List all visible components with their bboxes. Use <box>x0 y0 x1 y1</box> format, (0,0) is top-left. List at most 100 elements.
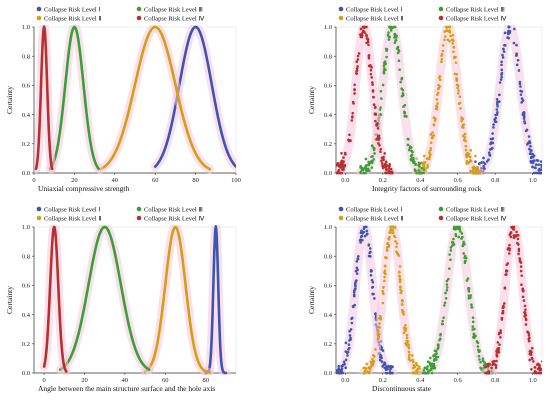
data-point <box>379 150 382 154</box>
y-tick-label: 0.2 <box>22 141 30 148</box>
data-point <box>382 67 386 70</box>
data-point <box>398 265 402 268</box>
data-point <box>370 159 373 163</box>
data-point <box>419 171 423 175</box>
data-point <box>449 258 452 262</box>
y-tick-label: 1.0 <box>22 24 30 31</box>
data-point <box>443 30 447 33</box>
data-point <box>512 41 516 45</box>
data-point <box>356 54 360 58</box>
y-axis-label: Certainty <box>307 86 316 114</box>
series-curve <box>99 25 212 171</box>
x-tick-label: 60 <box>162 377 169 384</box>
data-point <box>501 53 504 57</box>
data-point <box>524 308 527 311</box>
data-point <box>367 56 371 60</box>
data-point <box>384 162 387 166</box>
y-axis-label: Certainty <box>5 86 14 114</box>
data-point <box>337 364 341 368</box>
data-point <box>507 36 511 40</box>
data-point <box>452 242 455 245</box>
data-point <box>520 101 523 104</box>
chart-panel-1: Collapse Risk Level Ⅰ Collapse Risk Level… <box>5 6 241 193</box>
data-point <box>385 256 388 260</box>
data-point <box>449 249 453 252</box>
data-point <box>363 369 367 373</box>
data-point <box>371 353 375 357</box>
y-tick-label: 1.0 <box>324 224 332 231</box>
legend-label: Collapse Risk Level Ⅱ <box>346 15 404 22</box>
data-point <box>426 365 429 368</box>
data-point <box>364 171 367 175</box>
data-point <box>351 304 355 308</box>
x-tick-label: 0.8 <box>491 377 499 384</box>
data-point <box>429 133 433 136</box>
data-point <box>519 85 522 88</box>
data-point <box>517 249 521 253</box>
data-point <box>528 358 531 362</box>
data-point <box>519 265 523 268</box>
data-point <box>539 163 542 167</box>
series-3 <box>45 25 104 174</box>
data-point <box>476 166 479 169</box>
data-point <box>356 255 360 258</box>
data-point <box>404 327 408 330</box>
data-point <box>518 80 522 84</box>
plot-series <box>34 25 236 174</box>
data-point <box>370 166 374 169</box>
series-1 <box>201 225 231 375</box>
data-point <box>356 257 360 261</box>
legend-label: Collapse Risk Level Ⅲ <box>446 6 505 13</box>
data-point <box>376 137 379 140</box>
data-point <box>477 354 481 358</box>
x-tick-label: 40 <box>112 177 119 184</box>
data-point <box>448 267 451 270</box>
data-point <box>523 304 527 308</box>
data-point <box>387 171 391 175</box>
data-point <box>336 369 340 373</box>
data-point <box>490 366 493 370</box>
series-curve <box>153 25 236 168</box>
data-point <box>367 54 371 57</box>
data-point <box>371 89 375 92</box>
data-point <box>495 98 499 101</box>
series-1 <box>150 25 236 172</box>
data-point <box>433 116 437 120</box>
data-point <box>494 113 497 117</box>
data-point <box>481 357 485 360</box>
y-tick-label: 0.2 <box>22 341 30 348</box>
data-point <box>355 71 358 75</box>
data-point <box>409 146 413 149</box>
data-point <box>453 72 457 76</box>
data-point <box>389 228 392 232</box>
data-point <box>469 296 472 300</box>
data-point <box>381 365 384 368</box>
data-point <box>515 43 518 47</box>
data-point <box>432 366 435 370</box>
data-point <box>391 371 394 375</box>
data-point <box>469 294 473 297</box>
series-2 <box>96 25 215 174</box>
data-point <box>340 371 343 375</box>
data-point <box>464 148 468 152</box>
data-point <box>341 167 345 171</box>
data-point <box>495 108 499 111</box>
legend-marker <box>136 215 142 221</box>
data-point <box>442 316 445 319</box>
x-tick-label: 1.0 <box>529 377 537 384</box>
data-point <box>402 105 405 108</box>
data-point <box>370 144 374 147</box>
data-point <box>366 232 369 236</box>
legend-label: Collapse Risk Level Ⅳ <box>144 215 205 222</box>
data-point <box>379 318 383 321</box>
legend-marker <box>438 15 444 21</box>
data-point <box>474 169 478 172</box>
data-point <box>515 53 518 57</box>
data-point <box>521 287 525 291</box>
data-point <box>526 141 530 145</box>
data-point <box>365 37 369 40</box>
data-point <box>440 57 444 61</box>
data-point <box>436 355 440 359</box>
y-tick-label: 0.8 <box>22 53 30 60</box>
